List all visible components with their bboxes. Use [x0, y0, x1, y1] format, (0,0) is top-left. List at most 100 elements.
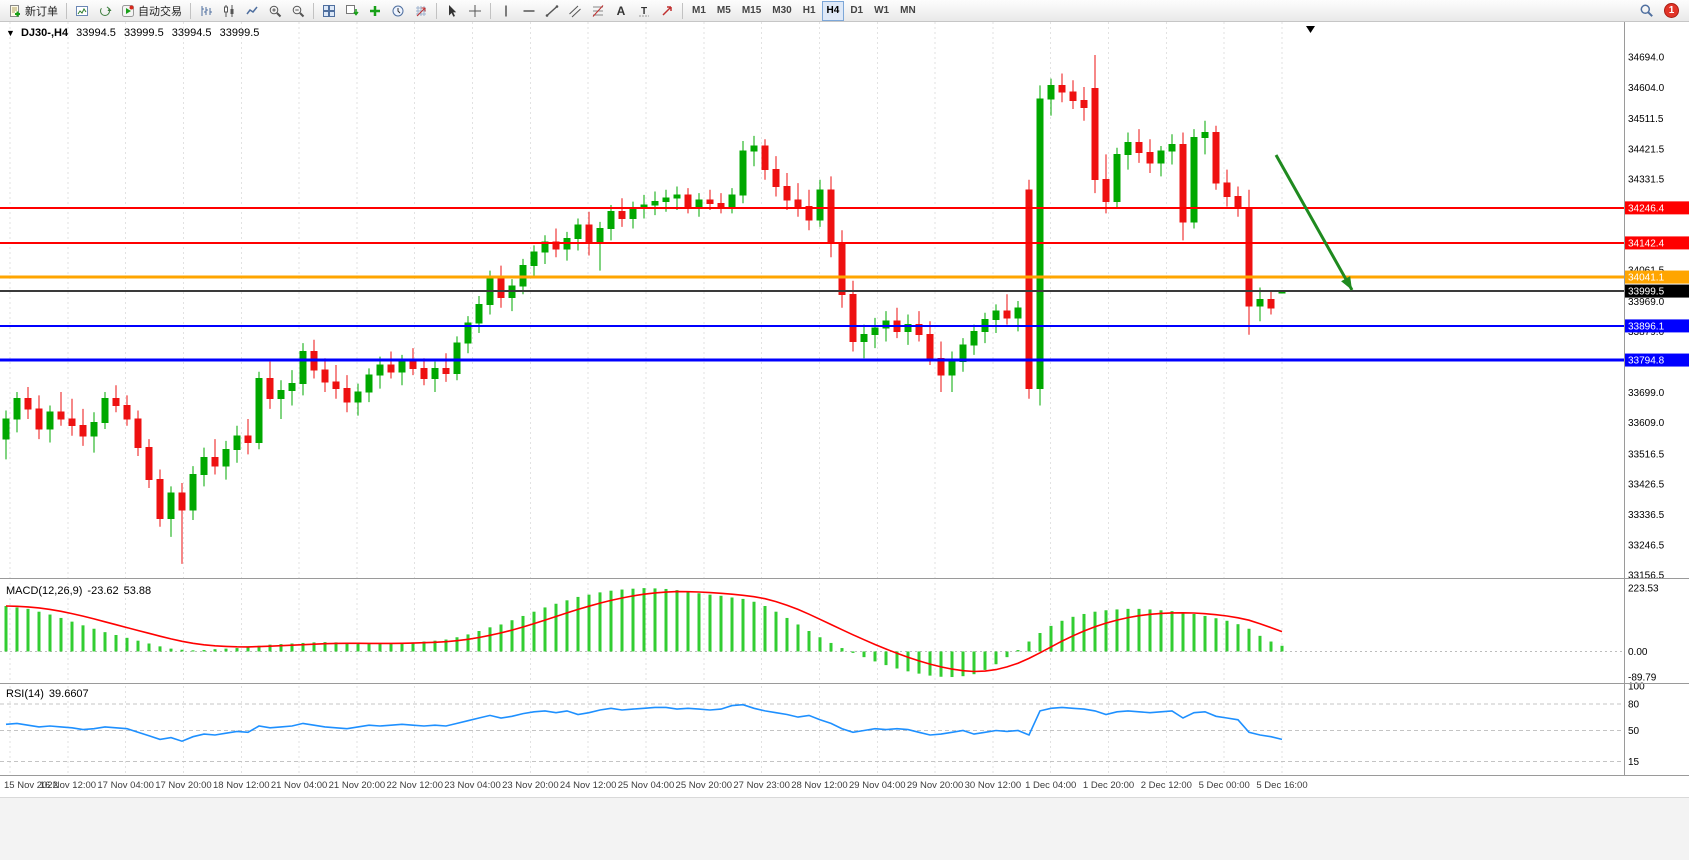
timeframe-button-mn[interactable]: MN [895, 1, 921, 21]
arrow-tool-icon [662, 5, 672, 16]
time-axis-label: 5 Dec 16:00 [1256, 780, 1307, 791]
macd-tick-label: 0.00 [1628, 647, 1648, 658]
time-axis-label: 24 Nov 12:00 [560, 780, 617, 791]
toolbar-separator [436, 2, 437, 19]
price-tick-label: 33609.0 [1628, 418, 1665, 429]
time-axis-label: 29 Nov 20:00 [907, 780, 964, 791]
price-level-badge [1624, 236, 1689, 250]
timeframe-button-w1[interactable]: W1 [869, 1, 894, 21]
toolbar-right-group: 1 [1635, 1, 1685, 21]
timeframe-button-d1[interactable]: D1 [845, 1, 868, 21]
toolbar-separator [490, 2, 491, 19]
arrow-tool-button[interactable] [656, 1, 678, 21]
svg-text:33794.8: 33794.8 [1628, 356, 1665, 367]
time-axis-label: 1 Dec 04:00 [1025, 780, 1076, 791]
price-tick-label: 33879.0 [1628, 327, 1665, 338]
zoom-in-button[interactable] [264, 1, 286, 21]
horizontal-line-icon [523, 9, 535, 12]
indicators-plus-icon [370, 5, 380, 16]
timeframe-button-m1[interactable]: M1 [687, 1, 711, 21]
time-axis-label: 21 Nov 04:00 [271, 780, 328, 791]
time-axis-label: 1 Dec 20:00 [1083, 780, 1134, 791]
price-tick-label: 33699.0 [1628, 388, 1665, 399]
time-axis-label: 25 Nov 04:00 [618, 780, 675, 791]
time-axis-label: 23 Nov 04:00 [444, 780, 501, 791]
timeframe-button-m30[interactable]: M30 [767, 1, 796, 21]
zoom-in-icon [269, 5, 282, 17]
new-order-button[interactable]: 新订单 [4, 1, 62, 21]
timeframe-button-h1[interactable]: H1 [798, 1, 821, 21]
channel-icon [569, 5, 581, 17]
rsi-tick-label: 50 [1628, 726, 1640, 737]
time-axis-label: 17 Nov 04:00 [97, 780, 154, 791]
time-axis-label: 27 Nov 23:00 [733, 780, 790, 791]
time-axis-label: 18 Nov 12:00 [213, 780, 270, 791]
bar-chart-button[interactable] [195, 1, 217, 21]
new-order-label: 新订单 [25, 5, 58, 18]
time-axis-label: 16 Nov 12:00 [40, 780, 97, 791]
refresh-button[interactable] [94, 1, 116, 21]
svg-text:34246.4: 34246.4 [1628, 203, 1665, 214]
notification-badge[interactable]: 1 [1664, 3, 1679, 18]
svg-text:34142.4: 34142.4 [1628, 238, 1665, 249]
toolbar-separator [682, 2, 683, 19]
time-axis-label: 17 Nov 20:00 [155, 780, 212, 791]
time-axis-label: 2 Dec 12:00 [1141, 780, 1192, 791]
charts-window-button[interactable] [71, 1, 93, 21]
indicators-button[interactable] [364, 1, 386, 21]
price-tick-label: 34331.5 [1628, 175, 1665, 186]
svg-text:34041.1: 34041.1 [1628, 273, 1665, 284]
svg-text:A: A [617, 4, 626, 18]
svg-text:33896.1: 33896.1 [1628, 321, 1665, 332]
vertical-line-button[interactable] [495, 1, 517, 21]
timeframe-button-m5[interactable]: M5 [712, 1, 736, 21]
toolbar-separator [190, 2, 191, 19]
time-axis-label: 5 Dec 00:00 [1199, 780, 1250, 791]
line-chart-button[interactable] [241, 1, 263, 21]
price-tick-label: 34694.0 [1628, 53, 1665, 64]
clock-icon [392, 5, 404, 16]
zoom-out-icon [292, 5, 305, 17]
text-label-button[interactable]: T [633, 1, 655, 21]
search-icon [1640, 4, 1653, 17]
grid-button[interactable] [410, 1, 432, 21]
trendline-button[interactable] [541, 1, 563, 21]
time-axis-label: 30 Nov 12:00 [965, 780, 1022, 791]
timeframe-button-m15[interactable]: M15 [737, 1, 766, 21]
macd-tick-label: -89.79 [1628, 672, 1657, 683]
tile-windows-button[interactable] [318, 1, 340, 21]
text-label-icon: T [639, 6, 649, 17]
auto-trading-button[interactable]: 自动交易 [117, 1, 186, 21]
crosshair-button[interactable] [464, 1, 486, 21]
time-axis-label: 29 Nov 04:00 [849, 780, 906, 791]
time-axis-label: 21 Nov 20:00 [329, 780, 386, 791]
candlestick-chart-button[interactable] [218, 1, 240, 21]
profiles-button[interactable] [341, 1, 363, 21]
grid-icon [416, 5, 426, 16]
auto-trading-icon [122, 4, 134, 17]
period-button[interactable] [387, 1, 409, 21]
cursor-button[interactable] [441, 1, 463, 21]
profiles-icon [346, 4, 359, 16]
main-toolbar: 新订单 自动交易 [0, 0, 1689, 22]
time-axis-label: 25 Nov 20:00 [676, 780, 733, 791]
channel-button[interactable] [564, 1, 586, 21]
bar-chart-icon [201, 5, 212, 16]
price-tick-label: 34604.0 [1628, 83, 1665, 94]
text-button[interactable]: A [610, 1, 632, 21]
horizontal-line-button[interactable] [518, 1, 540, 21]
price-level-badge [1624, 353, 1689, 367]
price-tick-label: 33156.5 [1628, 571, 1665, 582]
fibonacci-button[interactable] [587, 1, 609, 21]
zoom-out-button[interactable] [287, 1, 309, 21]
time-axis-label: 15 Nov 2022 [4, 780, 58, 791]
candlestick-chart-icon [224, 4, 234, 17]
price-tick-label: 33516.5 [1628, 449, 1665, 460]
timeframe-button-h4[interactable]: H4 [821, 0, 845, 21]
search-button[interactable] [1635, 1, 1658, 21]
crosshair-icon [469, 4, 481, 17]
chevron-down-icon[interactable]: ▼ [6, 28, 15, 38]
fibonacci-icon [592, 4, 604, 17]
time-axis-label: 22 Nov 12:00 [386, 780, 443, 791]
